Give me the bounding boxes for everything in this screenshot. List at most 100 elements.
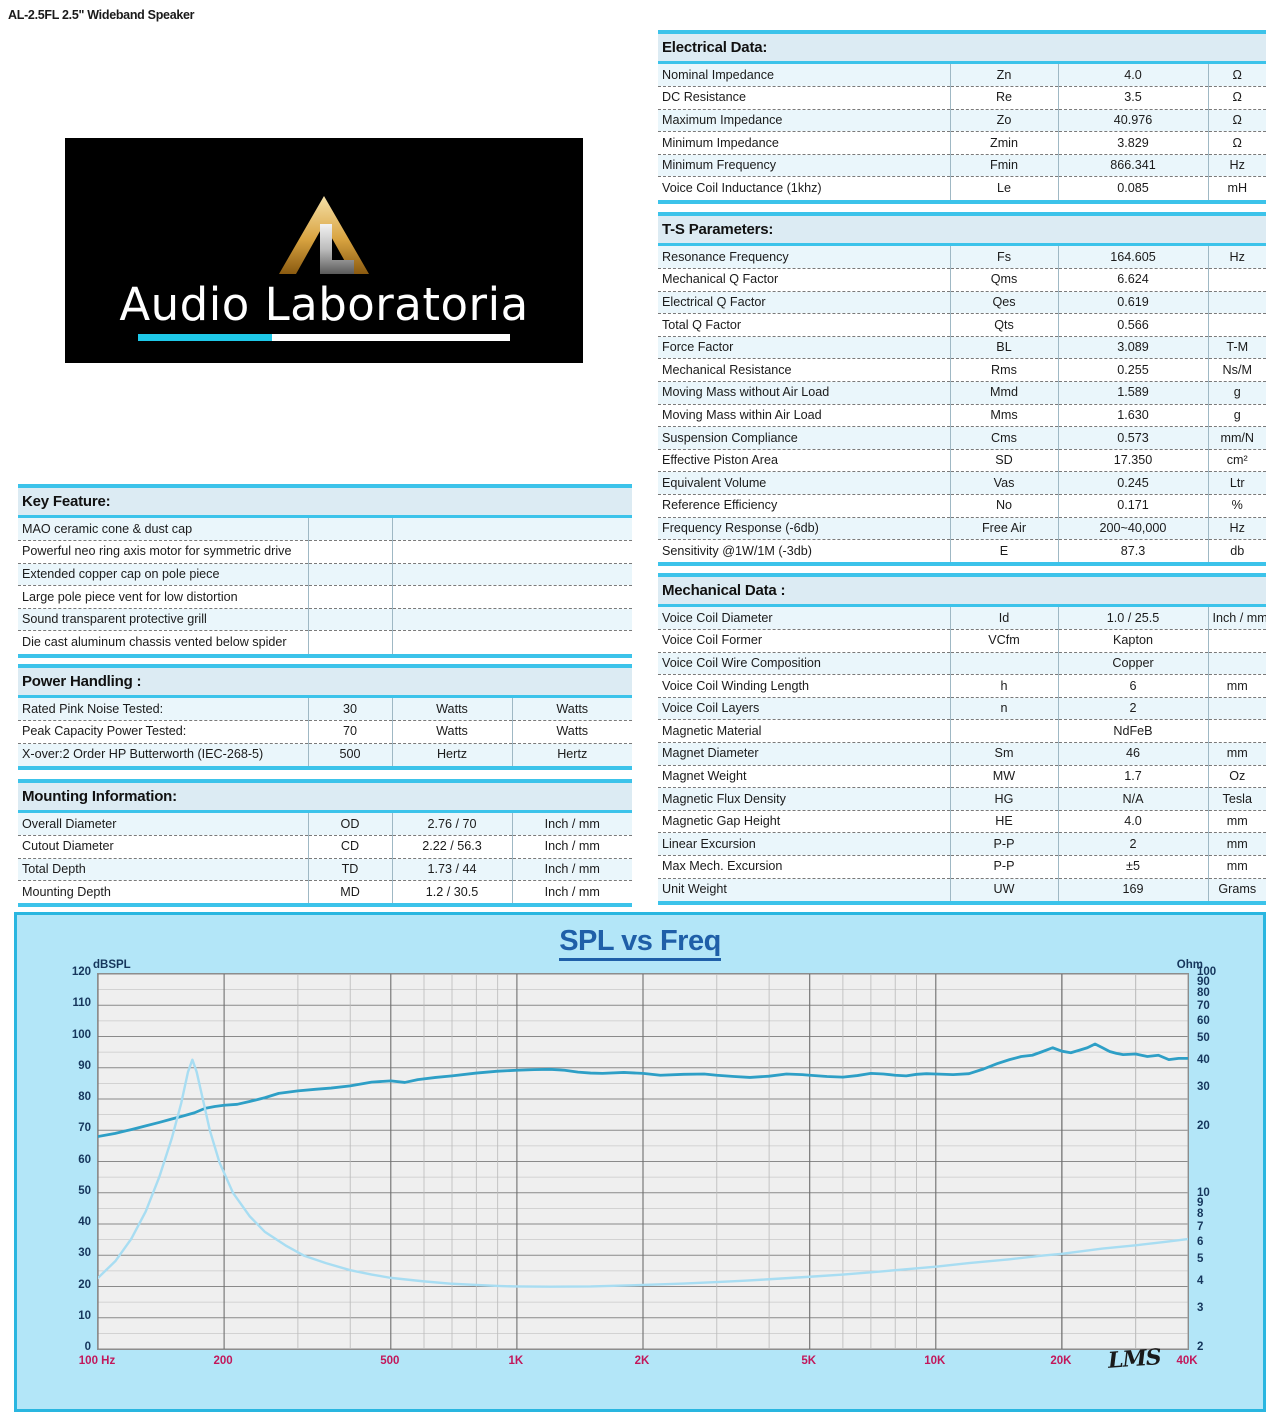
row-value: Copper	[1057, 652, 1208, 676]
row-spacer-b	[391, 630, 632, 654]
row-unit-primary: Watts	[391, 720, 512, 744]
row-unit: Hz	[1207, 517, 1266, 541]
chart-plot-area	[97, 973, 1189, 1350]
table-row: Minimum Frequency Fmin 866.341 Hz	[658, 154, 1266, 178]
table-title: T-S Parameters:	[658, 216, 950, 243]
power-handling-table: Power Handling : Rated Pink Noise Tested:…	[18, 664, 632, 770]
table-row: Suspension Compliance Cms 0.573 mm/N	[658, 426, 1266, 450]
table-title: Mounting Information:	[18, 783, 308, 810]
y2-tick-label: 80	[1197, 987, 1210, 1000]
row-parameter-name: Mounting Depth	[18, 880, 308, 904]
row-spacer-b	[391, 563, 632, 587]
row-symbol: UW	[949, 878, 1058, 901]
row-parameter-name: DC Resistance	[658, 86, 950, 110]
row-unit: Ns/M	[1207, 358, 1266, 383]
table-rule-header	[18, 695, 632, 698]
table-row: Unit Weight UW 169 Grams	[658, 878, 1266, 901]
table-row: Extended copper cap on pole piece	[18, 563, 632, 587]
row-feature-text: MAO ceramic cone & dust cap	[18, 518, 308, 542]
table-section-header: T-S Parameters:	[658, 216, 1266, 243]
row-symbol: Id	[949, 607, 1058, 631]
row-value: 0.566	[1057, 313, 1208, 337]
table-row: MAO ceramic cone & dust cap	[18, 518, 632, 542]
table-rule-top	[658, 212, 1266, 216]
row-value: 2	[1057, 832, 1208, 857]
row-symbol: SD	[949, 449, 1058, 473]
row-value: 2	[1057, 697, 1208, 721]
row-unit-secondary: Watts	[511, 720, 632, 744]
row-feature-text: Sound transparent protective grill	[18, 608, 308, 632]
row-symbol: Rms	[949, 358, 1058, 383]
table-rule-header	[658, 61, 1266, 64]
row-spacer-b	[391, 608, 632, 632]
row-value: 1.7	[1057, 765, 1208, 789]
row-parameter-name: Mechanical Q Factor	[658, 268, 950, 292]
y-tick-label: 120	[71, 966, 91, 978]
table-row: X-over:2 Order HP Butterworth (IEC-268-5…	[18, 743, 632, 766]
row-feature-text: Die cast aluminum chassis vented below s…	[18, 630, 308, 654]
table-rule-header	[18, 810, 632, 813]
row-parameter-name: Cutout Diameter	[18, 835, 308, 859]
y-tick-label: 70	[78, 1122, 91, 1135]
row-unit: mm	[1207, 810, 1266, 834]
table-row: Voice Coil Diameter Id 1.0 / 25.5 Inch / mm	[658, 607, 1266, 631]
row-symbol: VCfm	[949, 629, 1058, 653]
row-parameter-name: Peak Capacity Power Tested:	[18, 720, 308, 744]
row-symbol: HE	[949, 810, 1058, 834]
lms-watermark: LMS	[1107, 1344, 1162, 1374]
y-tick-label: 0	[84, 1341, 91, 1353]
row-parameter-name: Magnetic Material	[658, 719, 950, 744]
x-tick-label: 500	[380, 1355, 400, 1367]
table-section-header: Electrical Data:	[658, 34, 1266, 61]
row-unit: g	[1207, 404, 1266, 428]
row-unit: mm	[1207, 674, 1266, 698]
row-symbol: Fs	[949, 246, 1058, 270]
row-value: ±5	[1057, 855, 1208, 879]
row-spacer-a	[307, 563, 392, 587]
row-value: 3.089	[1057, 336, 1208, 360]
table-rule-top	[18, 779, 632, 783]
row-spacer-a	[307, 585, 392, 609]
table-row: Mechanical Resistance Rms 0.255 Ns/M	[658, 358, 1266, 383]
row-value: 1.73 / 44	[391, 858, 512, 882]
row-unit: Inch / mm	[511, 813, 632, 837]
row-parameter-name: Suspension Compliance	[658, 426, 950, 450]
row-parameter-name: Electrical Q Factor	[658, 291, 950, 315]
row-symbol: OD	[307, 813, 392, 837]
y-tick-label: 100	[71, 1028, 91, 1041]
row-unit: mm	[1207, 855, 1266, 879]
table-rule-bottom	[18, 653, 632, 658]
row-parameter-name: Frequency Response (-6db)	[658, 517, 950, 541]
table-row: Minimum Impedance Zmin 3.829 Ω	[658, 131, 1266, 155]
row-symbol: CD	[307, 835, 392, 859]
x-tick-label: 200	[213, 1355, 233, 1367]
table-rule-header	[18, 515, 632, 518]
row-parameter-name: Minimum Impedance	[658, 131, 950, 155]
row-parameter-name: Moving Mass within Air Load	[658, 404, 950, 428]
row-symbol: Fmin	[949, 154, 1058, 178]
table-row: Mechanical Q Factor Qms 6.624	[658, 268, 1266, 292]
row-spacer-a	[307, 630, 392, 654]
row-spacer-b	[391, 540, 632, 564]
table-rule-top	[658, 30, 1266, 34]
row-parameter-name: Voice Coil Inductance (1khz)	[658, 176, 950, 200]
x-tick-label: 20K	[1050, 1355, 1072, 1367]
row-value: 0.573	[1057, 426, 1208, 450]
table-section-header: Mounting Information:	[18, 783, 632, 810]
table-title: Key Feature:	[18, 488, 308, 515]
row-symbol: E	[949, 539, 1058, 563]
table-row: DC Resistance Re 3.5 Ω	[658, 86, 1266, 110]
row-value: 87.3	[1057, 539, 1208, 563]
row-parameter-name: Magnetic Flux Density	[658, 787, 950, 811]
y2-tick-label: 40	[1197, 1053, 1210, 1066]
row-value: 200~40,000	[1057, 517, 1208, 541]
row-symbol: MD	[307, 880, 392, 904]
row-value: 1.630	[1057, 404, 1208, 428]
y-tick-label: 10	[78, 1309, 91, 1322]
row-unit	[1207, 268, 1266, 292]
table-rule-bottom	[18, 903, 632, 908]
row-unit: Ltr	[1207, 471, 1266, 496]
row-value: 1.589	[1057, 381, 1208, 405]
row-unit: g	[1207, 381, 1266, 405]
chart-secondary-y-axis-label: Ohm	[1176, 959, 1203, 971]
